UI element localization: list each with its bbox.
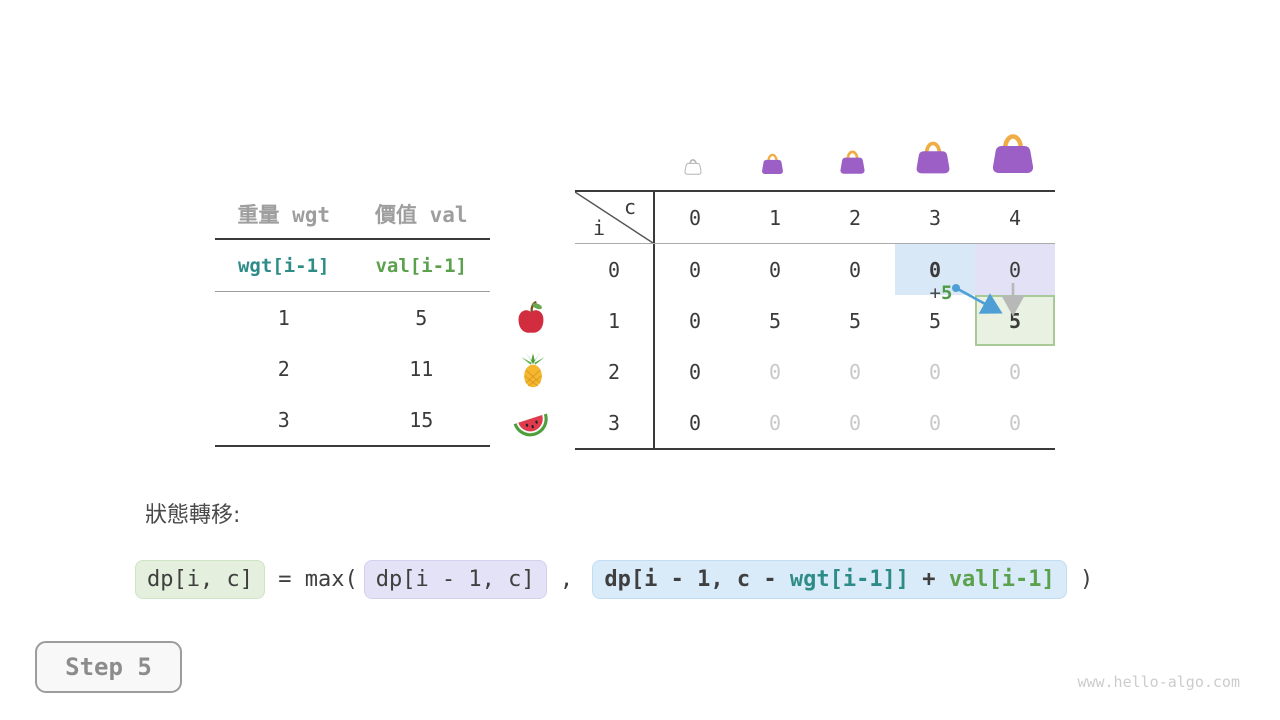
- formula-take-term: dp[i - 1, c - wgt[i-1]] + val[i-1]: [592, 560, 1067, 599]
- value-gain-annotation: +5: [930, 282, 953, 304]
- dp-cell-0-4: 0: [975, 244, 1055, 295]
- dp-cell-0-0: 0: [688, 257, 702, 282]
- item-1-weight: 1: [277, 305, 290, 330]
- formula-max-open: max(: [304, 567, 358, 592]
- items-col-value-header: 價值 val: [374, 203, 468, 227]
- bag-capacity-4-icon: [991, 125, 1035, 179]
- corner-diagonal-line: [575, 192, 653, 243]
- dp-row-0: 0 0 0 0 0 0: [575, 244, 1055, 295]
- dp-table: c i 0 1 2 3 4 0 0 0 0 0 0 1 0 5 5 5 5: [575, 134, 1055, 450]
- dp-cell-0-1: 0: [768, 257, 782, 282]
- dp-row-2: 2 0 0 0 0 0: [575, 346, 1055, 397]
- formula-comma: ,: [546, 567, 587, 592]
- val-var-label: val[i-1]: [375, 254, 467, 277]
- items-col-weight-header: 重量 wgt: [237, 203, 331, 227]
- dp-col-header-3: 3: [928, 205, 942, 230]
- capacity-bags: [575, 134, 1055, 186]
- dp-cell-3-3: 0: [928, 410, 942, 435]
- items-table: 重量 wgt 價值 val wgt[i-1] val[i-1] 1 5 2 11…: [215, 190, 490, 447]
- dp-row-header-2: 2: [575, 346, 655, 397]
- gain-value: 5: [941, 282, 953, 304]
- dp-cell-1-0: 0: [688, 308, 702, 333]
- dp-cell-1-3: 5: [928, 308, 942, 333]
- items-row-3: 3 15: [215, 394, 490, 445]
- formula-equals: =: [264, 567, 305, 592]
- take-term-wgt: wgt[i-1]]: [789, 567, 910, 592]
- dp-row-header-0: 0: [575, 244, 655, 295]
- dp-col-header-0: 0: [688, 205, 702, 230]
- dp-col-var-label: c: [623, 195, 636, 219]
- bag-capacity-0-icon: [684, 155, 702, 179]
- dp-col-header-1: 1: [768, 205, 782, 230]
- dp-row-header-3: 3: [575, 397, 655, 448]
- dp-cell-2-1: 0: [768, 359, 782, 384]
- dp-cell-0-3: 0: [895, 244, 975, 295]
- formula-skip-term: dp[i - 1, c]: [363, 560, 547, 599]
- take-term-plus: +: [909, 567, 949, 592]
- apple-icon: [513, 300, 549, 340]
- take-term-val: val[i-1]: [948, 567, 1055, 592]
- dp-cell-1-2: 5: [848, 308, 862, 333]
- step-button[interactable]: Step 5: [35, 641, 182, 693]
- bag-capacity-1-icon: [761, 149, 784, 179]
- items-row-1: 1 5: [215, 292, 490, 343]
- transition-formula: dp[i, c] = max( dp[i - 1, c] , dp[i - 1,…: [135, 560, 1093, 599]
- plus-sign: +: [929, 282, 941, 304]
- item-3-weight: 3: [277, 407, 290, 432]
- take-term-prefix: dp[i - 1, c -: [604, 567, 790, 592]
- wgt-var-label: wgt[i-1]: [237, 254, 330, 277]
- item-2-weight: 2: [277, 356, 290, 381]
- dp-cell-1-4: 5: [975, 295, 1055, 346]
- pineapple-icon: [514, 351, 552, 393]
- watermelon-icon: [511, 400, 551, 444]
- dp-col-header-2: 2: [848, 205, 862, 230]
- dp-col-header-4: 4: [1008, 205, 1022, 230]
- dp-cell-0-2: 0: [848, 257, 862, 282]
- dp-row-1: 1 0 5 5 5 5: [575, 295, 1055, 346]
- dp-cell-2-2: 0: [848, 359, 862, 384]
- dp-cell-3-4: 0: [1008, 410, 1022, 435]
- transition-heading: 狀態轉移:: [145, 503, 241, 528]
- items-row-2: 2 11: [215, 343, 490, 394]
- dp-row-3: 3 0 0 0 0 0: [575, 397, 1055, 448]
- dp-header-row: c i 0 1 2 3 4: [575, 192, 1055, 244]
- dp-cell-3-2: 0: [848, 410, 862, 435]
- dp-cell-2-4: 0: [1008, 359, 1022, 384]
- formula-lhs: dp[i, c]: [135, 560, 265, 599]
- dp-cell-2-3: 0: [928, 359, 942, 384]
- dp-row-header-1: 1: [575, 295, 655, 346]
- items-var-row: wgt[i-1] val[i-1]: [215, 240, 490, 292]
- dp-cell-1-1: 5: [768, 308, 782, 333]
- watermark: www.hello-algo.com: [1077, 673, 1240, 691]
- dp-corner-cell: c i: [575, 192, 655, 243]
- bag-capacity-3-icon: [915, 134, 951, 179]
- bag-capacity-2-icon: [839, 145, 866, 179]
- dp-cell-2-0: 0: [688, 359, 702, 384]
- dp-cell-3-0: 0: [688, 410, 702, 435]
- item-1-value: 5: [415, 305, 428, 330]
- items-table-header: 重量 wgt 價值 val: [215, 190, 490, 240]
- dp-row-var-label: i: [593, 216, 606, 240]
- item-2-value: 11: [409, 356, 434, 381]
- item-3-value: 15: [409, 407, 434, 432]
- formula-close-paren: ): [1066, 567, 1094, 592]
- dp-cell-3-1: 0: [768, 410, 782, 435]
